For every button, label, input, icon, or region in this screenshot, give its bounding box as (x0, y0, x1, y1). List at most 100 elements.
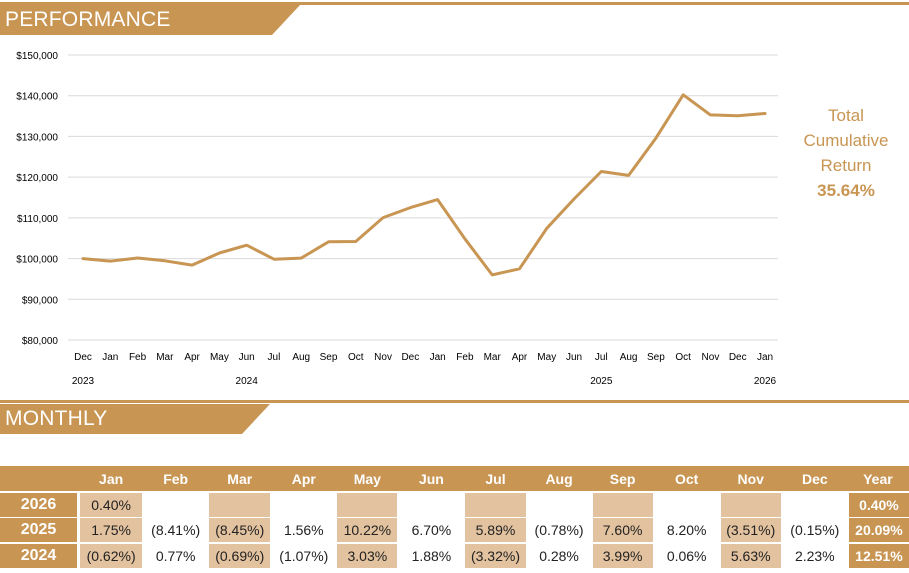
x-tick-label: Jan (430, 352, 446, 363)
month-return-cell: (1.07%) (279, 548, 329, 564)
header-cell: Aug (527, 466, 591, 491)
table-row: 2024 (0.62%) 0.77% (0.69%) (1.07%) 3.03%… (0, 543, 909, 569)
header-cell: Mar (207, 466, 273, 491)
month-return-cell: 7.60% (592, 518, 653, 542)
year-axis-label: 2023 (72, 376, 95, 387)
month-return-cell (337, 493, 398, 517)
month-return-cell: (0.69%) (209, 544, 271, 568)
y-tick-label: $100,000 (16, 255, 58, 266)
x-tick-label: Dec (729, 352, 747, 363)
total-label-line1: Total (828, 106, 864, 125)
header-cell: Feb (144, 466, 208, 491)
performance-banner-line (0, 2, 909, 5)
month-return-cell: 0.06% (666, 548, 707, 564)
month-return-cell: 5.63% (720, 544, 781, 568)
month-return-cell: (3.51%) (720, 518, 781, 542)
header-cell: Year (846, 466, 909, 491)
year-label: 2024 (0, 544, 78, 568)
month-return-cell: 0.28% (539, 548, 579, 564)
month-return-cell (657, 493, 717, 517)
month-return-cell: 8.20% (666, 522, 707, 538)
x-tick-label: May (210, 352, 229, 363)
month-return-cell: 10.22% (337, 518, 398, 542)
month-return-cell (146, 493, 205, 517)
x-tick-label: Mar (484, 352, 502, 363)
month-return-cell: (3.32%) (465, 544, 526, 568)
month-return-cell (401, 493, 461, 517)
month-return-cell (720, 493, 781, 517)
total-label-line3: Return (820, 156, 872, 175)
performance-title: PERFORMANCE (0, 5, 300, 35)
x-tick-label: Jul (595, 352, 608, 363)
series-line (81, 93, 767, 277)
month-return-cell: (8.41%) (151, 522, 201, 538)
month-return-cell: 0.40% (80, 493, 143, 517)
x-tick-label: Nov (702, 352, 720, 363)
x-tick-label: Dec (401, 352, 419, 363)
header-cell: Nov (718, 466, 783, 491)
month-return-cell: 2.23% (794, 548, 835, 564)
year-label: 2026 (0, 493, 78, 517)
x-tick-label: Oct (348, 352, 364, 363)
month-return-cell: 3.99% (592, 544, 653, 568)
x-tick-label: Jun (566, 352, 582, 363)
x-tick-label: Aug (620, 352, 638, 363)
total-return-value: 35.64% (817, 181, 875, 200)
x-tick-label: Aug (292, 352, 310, 363)
month-return-cell: 1.56% (283, 522, 324, 538)
month-return-cell (592, 493, 653, 517)
header-cell: Jan (78, 466, 145, 491)
x-tick-label: Mar (156, 352, 174, 363)
y-tick-label: $150,000 (16, 51, 58, 62)
header-cell (0, 466, 79, 491)
x-tick-label: May (537, 352, 556, 363)
y-tick-label: $130,000 (16, 132, 58, 143)
x-tick-label: Sep (647, 352, 665, 363)
x-tick-label: Oct (675, 352, 691, 363)
x-tick-label: Feb (456, 352, 474, 363)
total-label-line2: Cumulative (803, 131, 889, 150)
month-return-cell: (0.15%) (790, 522, 840, 538)
x-tick-label: Apr (184, 352, 200, 363)
x-tick-label: Jul (268, 352, 281, 363)
y-tick-label: $110,000 (17, 214, 58, 225)
table-header-row: Jan Feb Mar Apr May Jun Jul Aug Sep Oct … (0, 466, 909, 491)
month-return-cell: 3.03% (337, 544, 398, 568)
month-return-cell: 0.77% (155, 548, 196, 564)
x-tick-label: Feb (129, 352, 147, 363)
year-axis-label: 2025 (590, 376, 613, 387)
total-cumulative-return: Total Cumulative Return 35.64% (790, 103, 902, 203)
month-return-cell: (0.62%) (80, 544, 143, 568)
month-return-cell (530, 493, 589, 517)
x-tick-label: Apr (512, 352, 528, 363)
y-tick-label: $80,000 (22, 336, 59, 347)
month-return-cell (785, 493, 845, 517)
y-tick-label: $140,000 (16, 92, 58, 103)
y-tick-label: $90,000 (22, 295, 59, 306)
header-cell: Apr (272, 466, 336, 491)
month-return-cell (274, 493, 333, 517)
x-tick-label: Nov (374, 352, 392, 363)
month-return-cell: 1.75% (80, 518, 143, 542)
month-return-cell (209, 493, 271, 517)
year-total-cell: 12.51% (848, 544, 909, 568)
header-cell: Jun (399, 466, 464, 491)
performance-chart: $80,000 $90,000 $100,000 $110,000 $120,000 $1… (16, 51, 778, 387)
monthly-title: MONTHLY PERFORMANCE (0, 404, 270, 434)
month-return-cell: 1.88% (411, 548, 452, 564)
month-return-cell: (8.45%) (209, 518, 271, 542)
month-return-cell (465, 493, 526, 517)
x-tick-label: Jun (239, 352, 255, 363)
header-cell: May (335, 466, 400, 491)
year-axis-label: 2024 (236, 376, 259, 387)
y-tick-label: $120,000 (16, 173, 58, 184)
table-row: 2026 0.40% 0.40% (0, 491, 909, 517)
header-cell: Oct (654, 466, 719, 491)
year-total-cell: 20.09% (848, 518, 909, 542)
monthly-banner-line (0, 400, 909, 403)
header-cell: Dec (782, 466, 847, 491)
x-tick-label: Sep (320, 352, 338, 363)
year-label: 2025 (0, 518, 78, 542)
year-total-cell: 0.40% (848, 493, 909, 517)
x-tick-label: Jan (757, 352, 773, 363)
